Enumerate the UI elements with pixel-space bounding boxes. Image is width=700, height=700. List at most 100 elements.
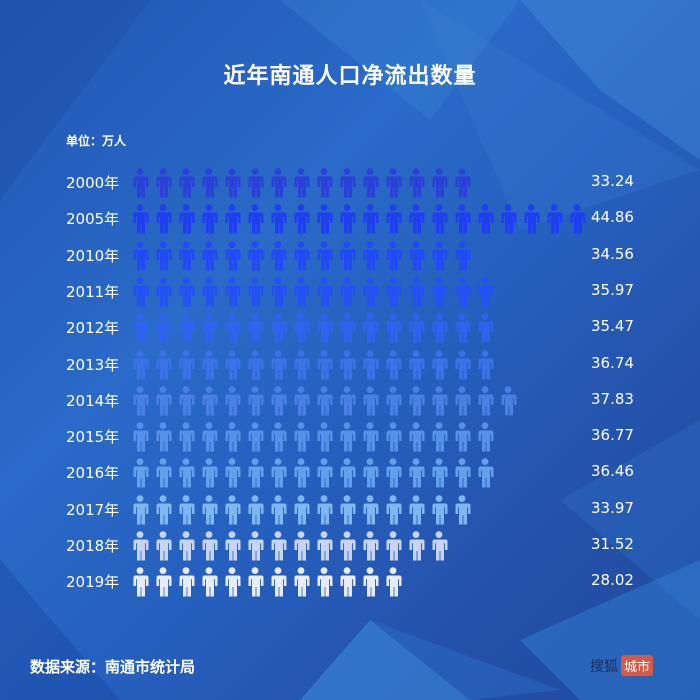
person-icon [266, 422, 289, 454]
person-icon [197, 385, 220, 418]
person-icon [312, 277, 335, 309]
person-icon [450, 494, 473, 527]
person-icon [151, 567, 174, 599]
person-icon [312, 531, 335, 563]
person-icons [128, 422, 496, 454]
person-icon [473, 422, 496, 454]
person-icon [220, 531, 243, 563]
person-icon [450, 458, 473, 490]
value-label: 35.97 [591, 280, 634, 299]
person-icon [427, 240, 450, 273]
person-icon [128, 494, 151, 527]
person-icons [128, 531, 450, 563]
person-icon [220, 313, 243, 345]
person-icon [220, 277, 243, 309]
person-icon [174, 531, 197, 563]
person-icon [151, 204, 174, 236]
person-icon [266, 494, 289, 527]
person-icon [473, 277, 496, 309]
person-icon [289, 277, 312, 309]
person-icon [427, 168, 450, 200]
person-icon [427, 458, 450, 490]
person-icon [312, 422, 335, 454]
person-icon [404, 385, 427, 418]
person-icon [381, 531, 404, 563]
person-icon [404, 494, 427, 527]
person-icon [542, 204, 565, 236]
person-icon [427, 494, 450, 527]
person-icon [450, 349, 473, 382]
chart-row: 2016年 36.46 [0, 456, 700, 492]
person-icon [289, 385, 312, 418]
person-icon [312, 204, 335, 236]
person-icon [381, 168, 404, 200]
person-icon [404, 313, 427, 345]
person-icon [220, 349, 243, 382]
person-icon [266, 567, 289, 599]
person-icon [243, 494, 266, 527]
person-icon [473, 349, 496, 382]
person-icon [358, 277, 381, 309]
chart-row: 2010年 34.56 [0, 239, 700, 275]
person-icon [174, 494, 197, 527]
chart-row: 2014年 37.83 [0, 384, 700, 420]
person-icon [266, 349, 289, 382]
person-icon [381, 567, 404, 599]
person-icon [243, 458, 266, 490]
logo-text: 搜狐 [590, 658, 618, 675]
person-icons [128, 567, 404, 599]
person-icon [151, 422, 174, 454]
person-icon [197, 204, 220, 236]
person-icons [128, 458, 496, 490]
person-icon [450, 168, 473, 200]
value-label: 36.46 [591, 462, 634, 481]
person-icon [151, 168, 174, 200]
person-icon [220, 240, 243, 273]
person-icon [220, 204, 243, 236]
person-icon [174, 385, 197, 418]
person-icon [404, 349, 427, 382]
person-icons [128, 349, 496, 382]
value-label: 31.52 [591, 535, 634, 553]
person-icons [128, 277, 496, 309]
value-label: 35.47 [591, 317, 634, 336]
person-icon [381, 240, 404, 273]
person-icon [243, 385, 266, 418]
person-icon [358, 422, 381, 454]
person-icon [174, 567, 197, 599]
logo-badge: 城市 [621, 655, 654, 676]
person-icon [381, 422, 404, 454]
person-icon [128, 277, 151, 309]
person-icon [266, 168, 289, 200]
person-icon [312, 385, 335, 418]
person-icon [335, 385, 358, 418]
person-icon [174, 349, 197, 382]
person-icon [289, 422, 312, 454]
person-icon [289, 458, 312, 490]
person-icon [266, 277, 289, 309]
person-icon [243, 313, 266, 345]
person-icon [335, 168, 358, 200]
person-icon [404, 458, 427, 490]
person-icon [220, 385, 243, 418]
person-icon [450, 277, 473, 309]
person-icon [243, 277, 266, 309]
person-icon [128, 349, 151, 382]
person-icons [128, 313, 496, 345]
year-label: 2010年 [66, 246, 120, 265]
year-label: 2016年 [66, 464, 120, 483]
person-icon [220, 567, 243, 599]
person-icon [266, 458, 289, 490]
person-icons [128, 494, 473, 527]
person-icon [289, 240, 312, 273]
person-icon [312, 240, 335, 273]
person-icon [358, 204, 381, 236]
person-icon [220, 422, 243, 454]
value-label: 44.86 [591, 208, 634, 227]
person-icon [174, 240, 197, 273]
year-label: 2019年 [66, 573, 120, 592]
person-icon [128, 240, 151, 273]
person-icon [243, 204, 266, 236]
value-label: 36.77 [591, 426, 634, 445]
